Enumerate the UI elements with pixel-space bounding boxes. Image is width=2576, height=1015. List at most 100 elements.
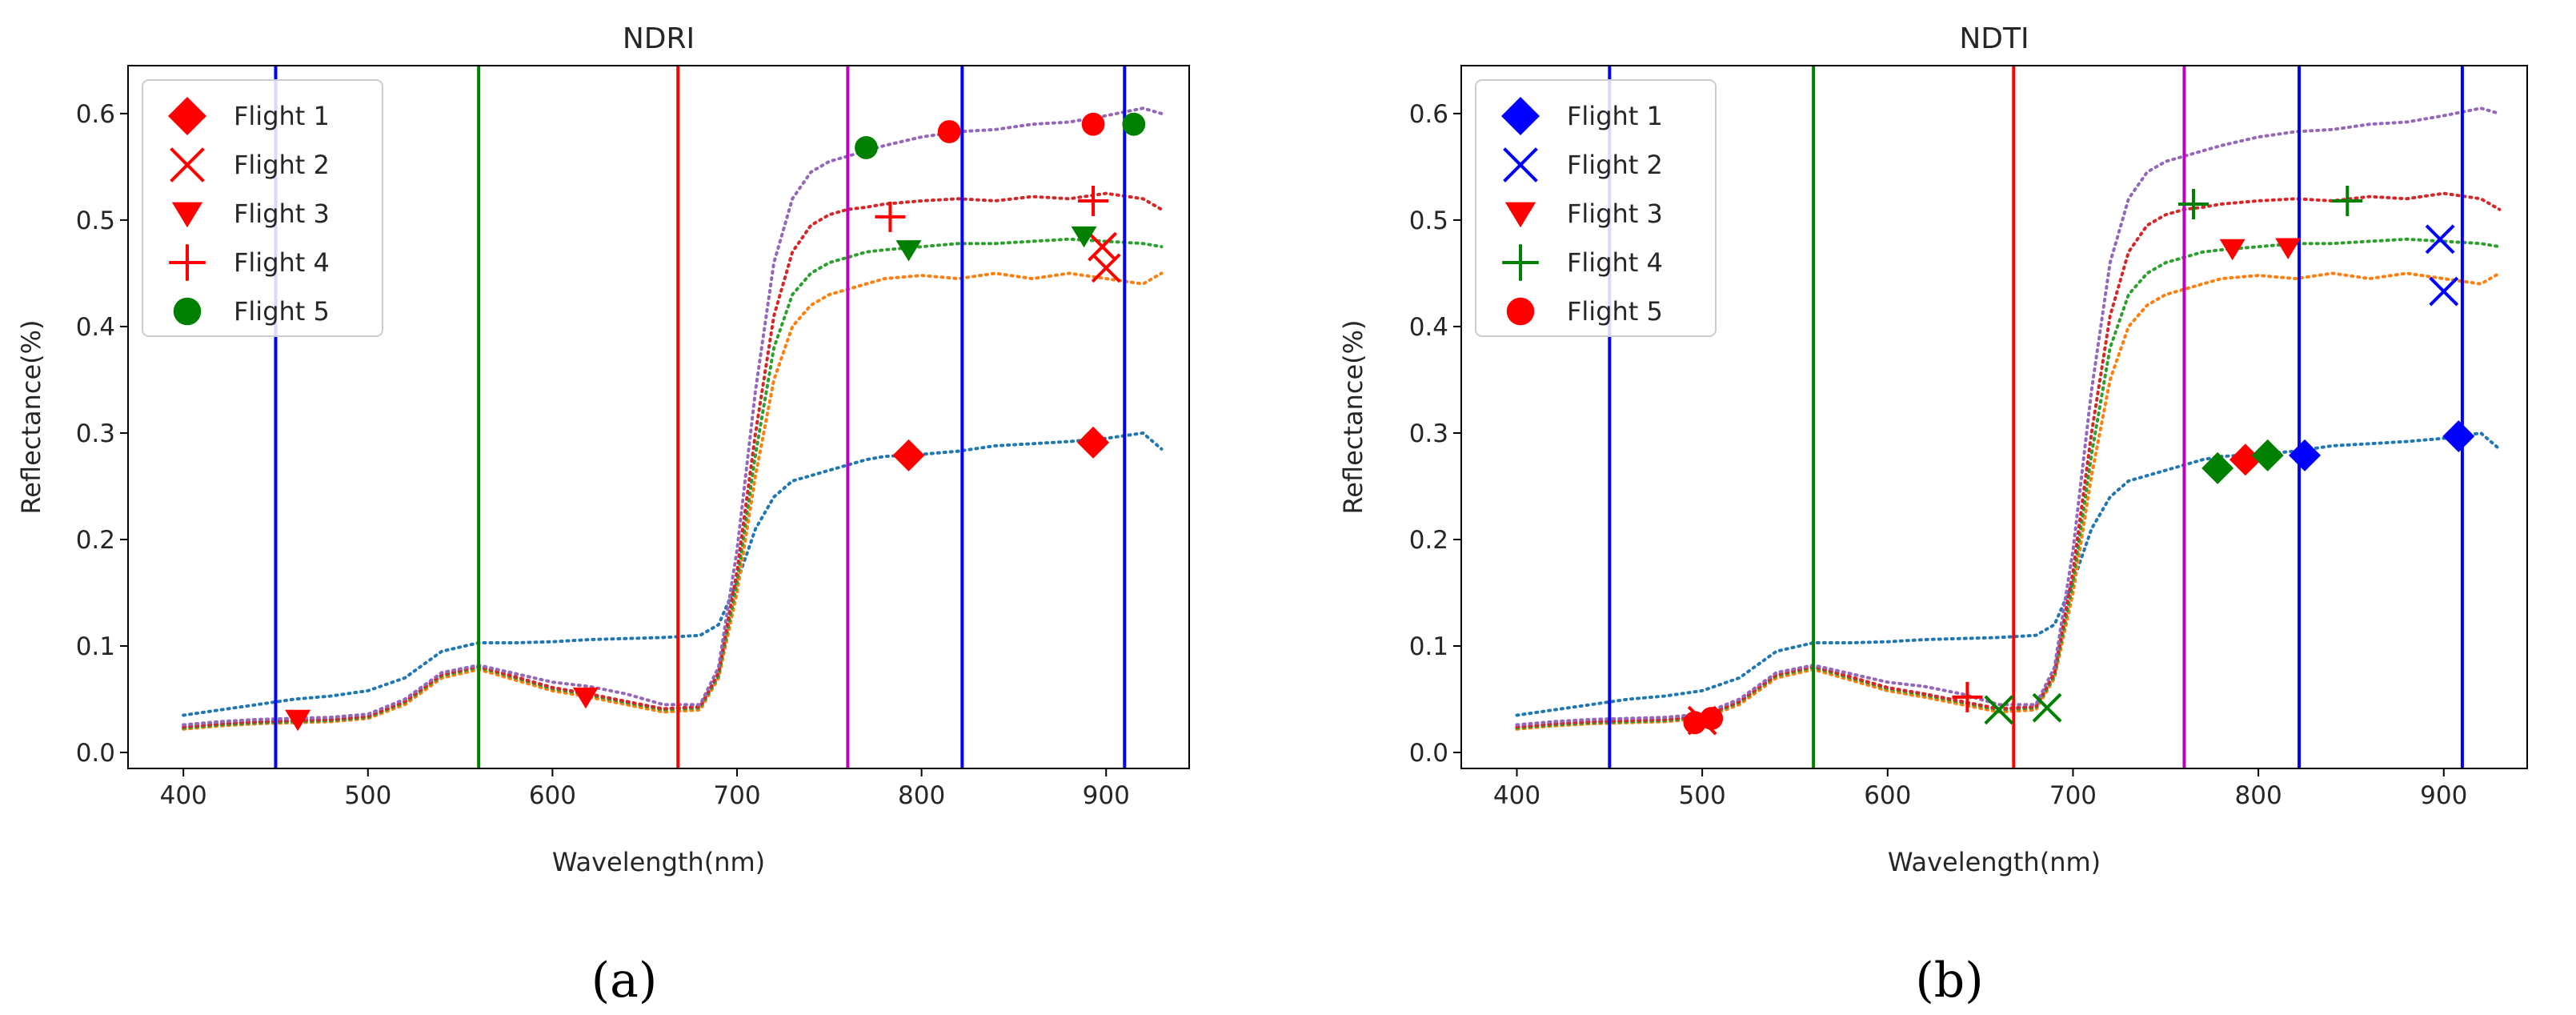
x-tick-label: 600 xyxy=(529,781,576,810)
spectrum-line-orange xyxy=(182,271,1164,731)
x-tick-label: 800 xyxy=(898,781,945,810)
legend-box xyxy=(1475,79,1717,337)
legend-marker-triangle-down xyxy=(1504,202,1536,228)
data-point-triangle-down xyxy=(2219,239,2245,261)
legend-marker-x xyxy=(1503,147,1538,183)
data-point-x xyxy=(2032,692,2062,723)
data-point-x xyxy=(2425,224,2455,255)
data-point-diamond xyxy=(2442,419,2475,452)
y-tick-label: 0.2 xyxy=(1409,526,1448,555)
axes-frame-a xyxy=(127,65,1190,769)
data-point-triangle-down xyxy=(895,240,922,262)
data-point-x xyxy=(2429,276,2459,307)
x-tick-label: 700 xyxy=(713,781,760,810)
data-point-plus xyxy=(1952,681,1983,712)
data-point-diamond xyxy=(892,439,925,471)
legend-label: Flight 4 xyxy=(1567,247,1663,278)
legend-marker-diamond xyxy=(1501,97,1540,135)
caption-b: (b) xyxy=(1915,953,1983,1009)
vertical-lines-a xyxy=(274,66,1127,768)
data-point-plus xyxy=(2178,188,2209,219)
legend-label: Flight 1 xyxy=(234,101,330,131)
data-point-circle xyxy=(1700,707,1724,730)
spectrum-line-red xyxy=(182,191,1164,729)
data-point-x xyxy=(1984,695,2014,725)
y-ticks-a: 0.0 0.1 0.2 0.3 0.4 0.5 0.6 xyxy=(76,100,128,768)
legend-label: Flight 1 xyxy=(1567,101,1663,131)
data-point-triangle-down xyxy=(1071,226,1097,248)
data-point-circle xyxy=(1081,112,1105,136)
x-axis-label-b: Wavelength(nm) xyxy=(1888,847,2101,877)
axes-frame-b xyxy=(1460,65,2528,769)
legend-marker-circle xyxy=(1506,297,1535,326)
data-point-diamond xyxy=(2229,443,2262,476)
legend-label: Flight 5 xyxy=(1567,296,1663,327)
legend-marker-x xyxy=(170,147,205,183)
x-tick-label: 700 xyxy=(2049,781,2097,810)
y-tick-label: 0.4 xyxy=(76,313,115,342)
y-tick-label: 0.5 xyxy=(76,207,115,235)
x-ticks-a: 400 500 600 700 800 900 xyxy=(160,768,1130,810)
x-tick-label: 400 xyxy=(1493,781,1540,810)
x-tick-label: 400 xyxy=(160,781,207,810)
x-tick-label: 500 xyxy=(344,781,391,810)
y-axis-label-b: Reflectance(%) xyxy=(1338,319,1368,514)
chart-panel-a: 400 500 600 700 800 900 0.0 0.1 0.2 0.3 0.4 0.5 0.6… xyxy=(16,22,1190,1009)
legend-marker-circle xyxy=(173,297,202,326)
y-axis-label-a: Reflectance(%) xyxy=(16,319,46,514)
y-tick-label: 0.0 xyxy=(76,739,115,768)
x-tick-label: 800 xyxy=(2235,781,2282,810)
legend-label: Flight 2 xyxy=(234,150,330,180)
legend-label: Flight 2 xyxy=(1567,150,1663,180)
data-point-diamond xyxy=(2289,439,2322,471)
x-axis-label-a: Wavelength(nm) xyxy=(552,847,765,877)
y-tick-label: 0.6 xyxy=(1409,100,1448,129)
legend-marker-plus xyxy=(169,244,206,281)
chart-title-a: NDRI xyxy=(623,22,695,55)
x-tick-label: 600 xyxy=(1864,781,1911,810)
markers-a xyxy=(285,112,1146,732)
data-point-triangle-down xyxy=(572,687,599,709)
spectra-a xyxy=(182,106,1164,731)
y-tick-label: 0.0 xyxy=(1409,739,1448,768)
caption-a: (a) xyxy=(591,953,658,1009)
data-point-diamond xyxy=(1077,426,1110,459)
spectrum-line-purple xyxy=(182,106,1164,727)
legend-box xyxy=(142,79,383,337)
y-tick-label: 0.3 xyxy=(1409,419,1448,448)
legend-marker-plus xyxy=(1502,244,1539,281)
x-tick-label: 900 xyxy=(1083,781,1130,810)
y-tick-label: 0.1 xyxy=(1409,632,1448,661)
y-tick-label: 0.2 xyxy=(76,526,115,555)
legend-label: Flight 3 xyxy=(234,199,330,229)
y-tick-label: 0.4 xyxy=(1409,313,1448,342)
data-point-circle xyxy=(1122,112,1146,136)
x-ticks-b: 400 500 600 700 800 900 xyxy=(1493,768,2467,810)
markers-b xyxy=(1683,185,2475,736)
vertical-lines-b xyxy=(1608,66,2464,768)
y-tick-label: 0.1 xyxy=(76,632,115,661)
data-point-plus xyxy=(875,201,906,232)
legend-a: Flight 1 Flight 2 Flight 3 Flight 4 Flight 5 xyxy=(142,79,383,337)
y-tick-label: 0.6 xyxy=(76,100,115,129)
data-point-circle xyxy=(855,136,878,159)
spectrum-line-blue xyxy=(1515,431,2502,717)
legend-label: Flight 4 xyxy=(234,247,330,278)
data-point-circle xyxy=(937,120,961,143)
data-point-diamond xyxy=(2251,439,2284,471)
chart-title-b: NDTI xyxy=(1959,22,2029,55)
data-point-triangle-down xyxy=(2275,238,2302,259)
x-tick-label: 900 xyxy=(2420,781,2467,810)
y-ticks-b: 0.0 0.1 0.2 0.3 0.4 0.5 0.6 xyxy=(1409,100,1461,768)
legend-label: Flight 3 xyxy=(1567,199,1663,229)
legend-marker-diamond xyxy=(168,97,206,135)
data-point-plus xyxy=(1078,185,1109,216)
legend-label: Flight 5 xyxy=(234,296,330,327)
chart-panel-b: 400 500 600 700 800 900 0.0 0.1 0.2 0.3 0.4 0.5 0.6… xyxy=(1338,22,2528,1009)
data-point-triangle-down xyxy=(285,709,311,732)
x-tick-label: 500 xyxy=(1679,781,1726,810)
y-tick-label: 0.3 xyxy=(76,419,115,448)
legend-b: Flight 1 Flight 2 Flight 3 Flight 4 Flight 5 xyxy=(1475,79,1717,337)
y-tick-label: 0.5 xyxy=(1409,207,1448,235)
data-point-plus xyxy=(2332,185,2363,216)
